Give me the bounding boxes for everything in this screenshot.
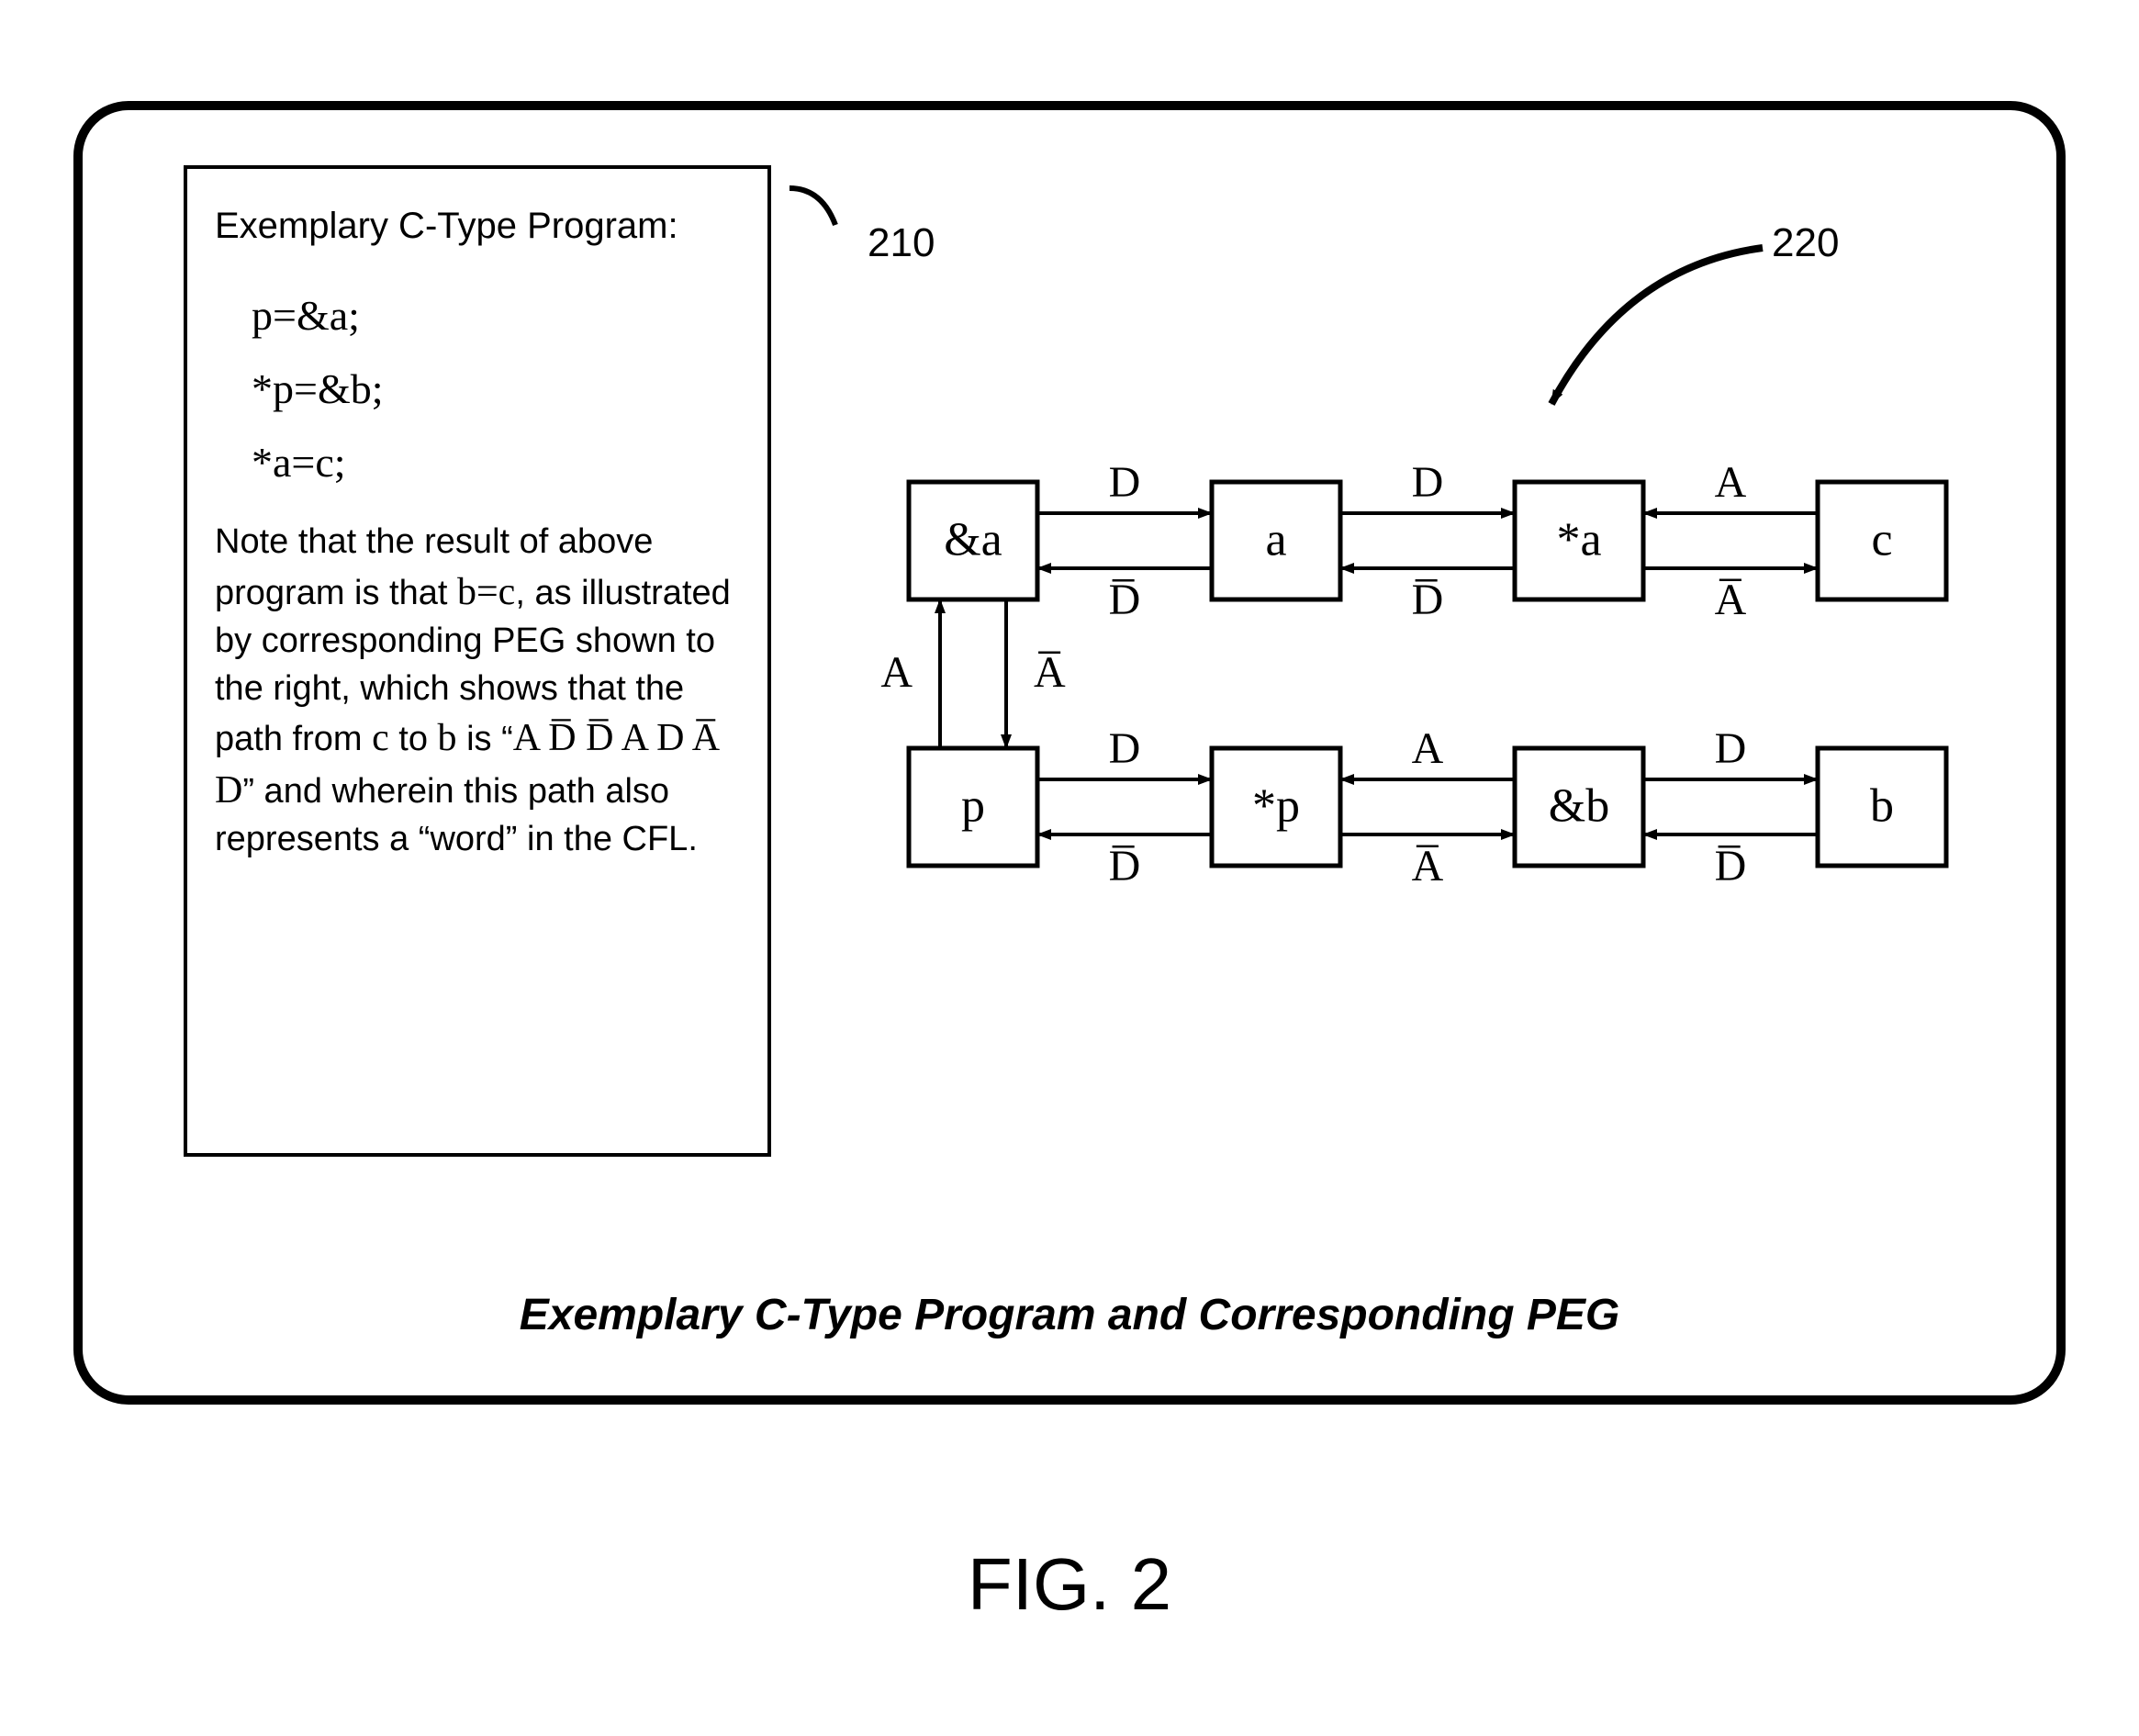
svg-text:A̅: A̅ (1412, 842, 1444, 890)
svg-text:&b: &b (1549, 780, 1609, 833)
program-box: Exemplary C-Type Program: p=&a; *p=&b; *… (184, 165, 771, 1157)
svg-text:p: p (961, 780, 985, 833)
svg-text:A̅: A̅ (1715, 576, 1747, 624)
svg-text:A: A (1412, 724, 1444, 773)
svg-text:b: b (1870, 780, 1894, 833)
note-b: b (438, 717, 457, 759)
svg-text:D: D (1109, 724, 1141, 773)
svg-text:D: D (1715, 724, 1747, 773)
program-heading: Exemplary C-Type Program: (215, 201, 740, 251)
svg-text:D̅: D̅ (1109, 576, 1141, 624)
svg-text:A: A (1715, 458, 1747, 507)
note-text: to (389, 720, 438, 758)
svg-text:D̅: D̅ (1715, 842, 1747, 890)
note-c: c (372, 717, 389, 759)
note-eq: b=c (457, 571, 515, 613)
peg-graph: &a a *a c p *p&b b D D̅ D D̅ A A̅ D D̅ A A̅ D D̅ A A̅ (854, 239, 2029, 991)
program-line-3: *a=c; (252, 434, 740, 491)
svg-text:*a: *a (1556, 514, 1601, 566)
figure-number: FIG. 2 (0, 1542, 2139, 1627)
svg-text:*p: *p (1252, 780, 1300, 833)
svg-text:A: A (880, 648, 913, 697)
program-line-2: *p=&b; (252, 361, 740, 418)
page: Exemplary C-Type Program and Correspondi… (0, 0, 2139, 1736)
svg-text:&a: &a (944, 514, 1002, 566)
svg-text:D: D (1412, 458, 1444, 507)
svg-text:D̅: D̅ (1412, 576, 1444, 624)
figure-caption: Exemplary C-Type Program and Correspondi… (83, 1290, 2056, 1340)
note-text: ” and wherein this path also represents … (215, 772, 698, 859)
svg-text:A̅: A̅ (1034, 648, 1066, 697)
program-note: Note that the result of above program is… (215, 519, 740, 863)
svg-text:c: c (1871, 514, 1892, 566)
svg-text:D: D (1109, 458, 1141, 507)
svg-text:a: a (1265, 514, 1286, 566)
program-line-1: p=&a; (252, 287, 740, 344)
svg-text:D̅: D̅ (1109, 842, 1141, 890)
note-text: is “ (457, 720, 513, 758)
